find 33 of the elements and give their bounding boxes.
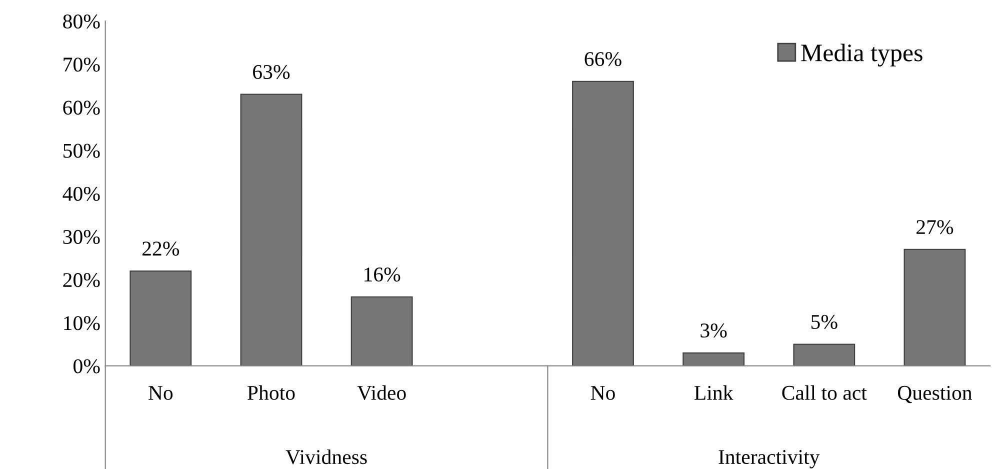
data-label: 66%: [584, 52, 622, 66]
y-tick-label: 20%: [63, 273, 100, 288]
bar: [240, 94, 302, 366]
bar: [793, 344, 856, 366]
y-tick-label: 10%: [64, 316, 100, 330]
x-tick-label: Photo: [248, 385, 295, 400]
x-tick-label: Link: [694, 385, 734, 400]
data-label: 5%: [811, 314, 838, 329]
y-tick-label: 30%: [63, 230, 100, 244]
y-tick-label: 80%: [63, 14, 100, 29]
y-tick-label: 70%: [64, 58, 100, 72]
x-tick-label: No: [148, 386, 173, 400]
data-label: 22%: [142, 242, 180, 256]
legend-label: Media types: [801, 44, 922, 66]
text: Interactivity: [718, 450, 820, 468]
data-label: 63%: [253, 64, 290, 80]
x-tick-label: No: [590, 386, 615, 400]
bar: [572, 80, 634, 366]
x-tick-label: Question: [898, 386, 972, 404]
y-tick-label: 60%: [63, 100, 100, 115]
bar: [130, 270, 192, 366]
x-tick-label: Call to act: [782, 385, 867, 400]
bar: [904, 248, 966, 366]
text: Vividness: [286, 449, 367, 464]
data-label: 3%: [700, 323, 727, 338]
data-label: 16%: [364, 267, 400, 282]
x-tick-label: Video: [357, 385, 406, 400]
y-tick-label: 40%: [62, 186, 100, 201]
bar: [682, 352, 745, 366]
y-tick-label: 0%: [74, 359, 100, 374]
y-tick-label: 50%: [64, 144, 100, 158]
bar: [350, 296, 413, 366]
data-label: 27%: [916, 220, 954, 234]
